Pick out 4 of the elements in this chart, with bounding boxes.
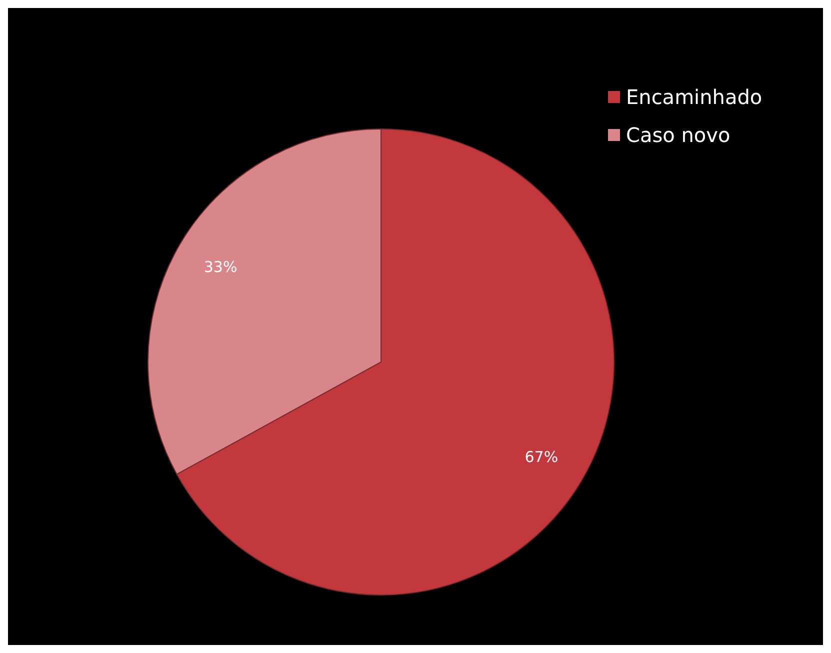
data-label: 67% [524, 448, 558, 466]
legend-label: Encaminhado [626, 85, 762, 109]
legend-label: Caso novo [626, 123, 730, 147]
data-label: 33% [204, 258, 238, 276]
